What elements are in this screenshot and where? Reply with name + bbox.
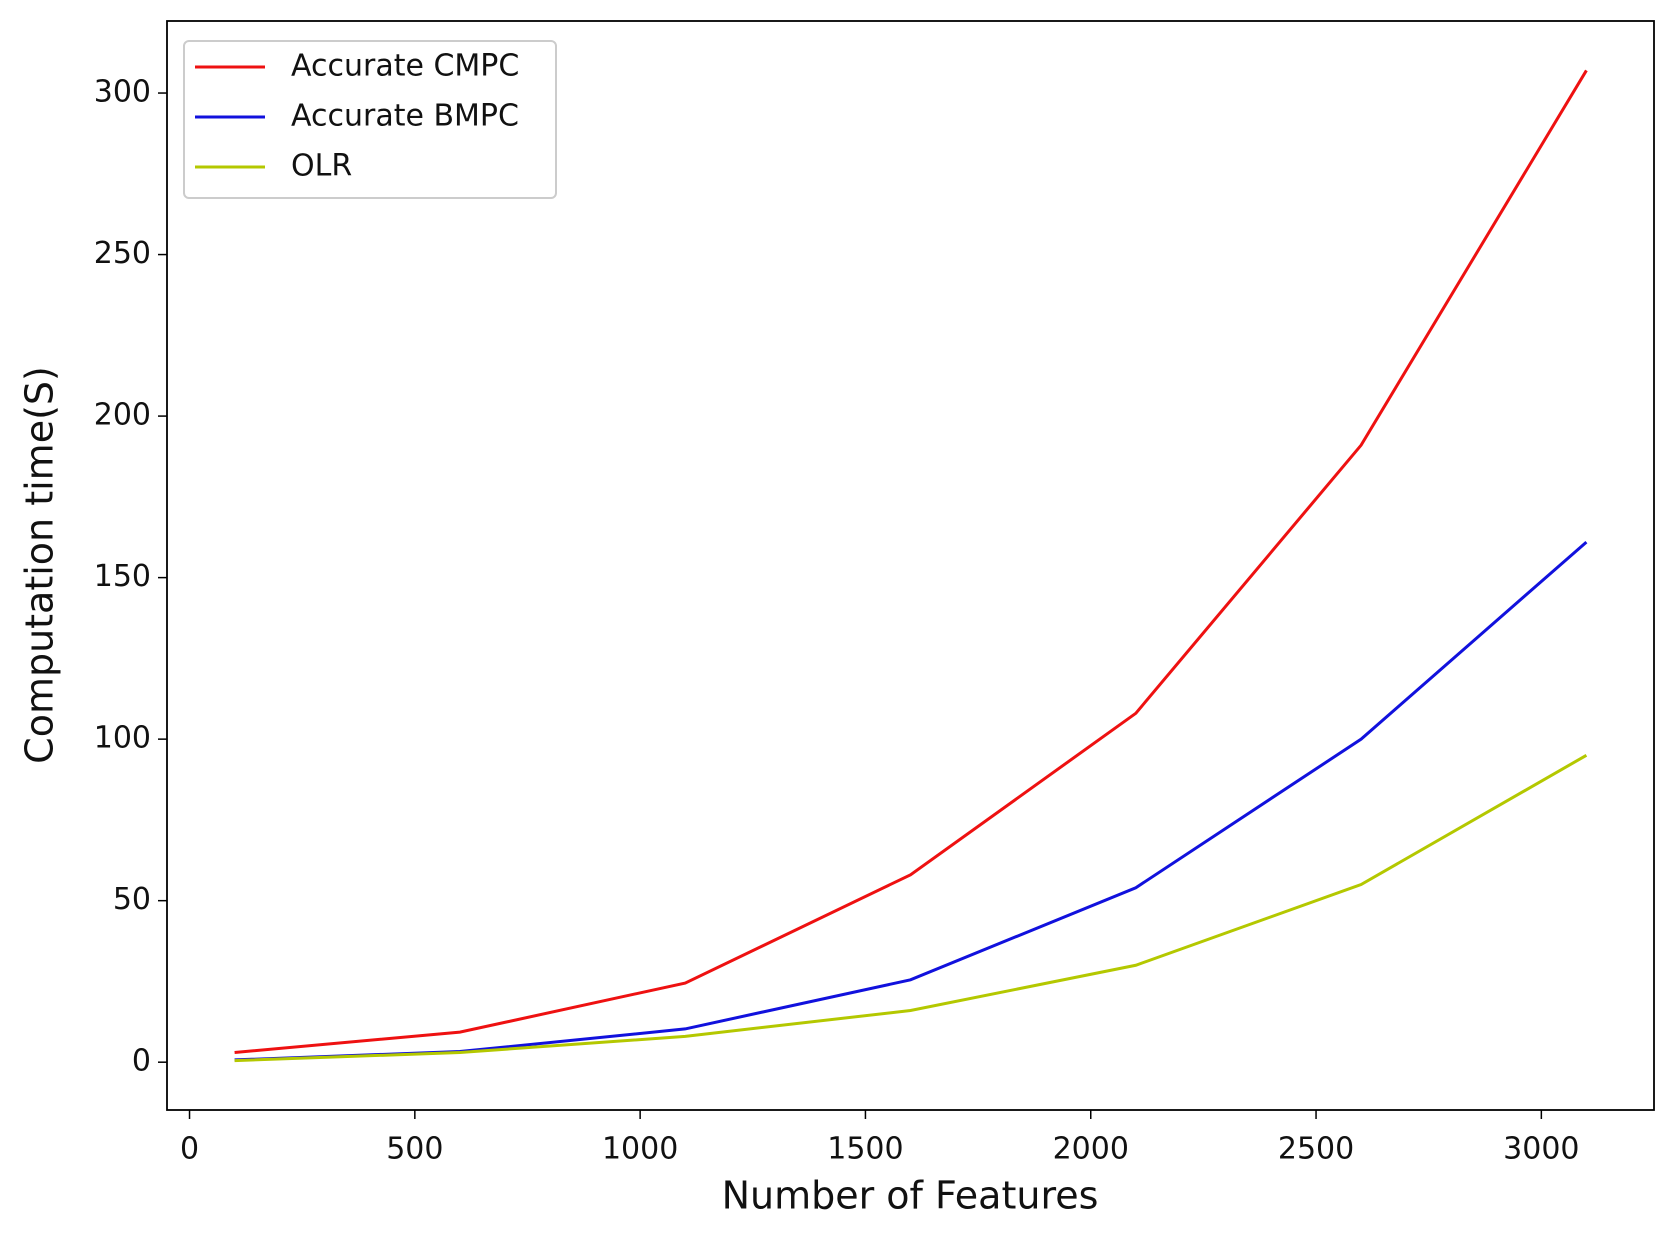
- y-tick-label: 0: [132, 1044, 151, 1079]
- x-tick-label: 2000: [1053, 1132, 1129, 1167]
- legend-label: Accurate CMPC: [291, 49, 519, 84]
- x-tick-label: 1000: [602, 1132, 678, 1167]
- y-tick-label: 50: [113, 882, 151, 917]
- x-tick-label: 1500: [827, 1132, 903, 1167]
- y-tick-label: 200: [94, 398, 151, 433]
- series-line: [234, 69, 1588, 1054]
- plot-frame: [166, 20, 1655, 1111]
- y-axis-label: Computation time(S): [18, 366, 62, 764]
- series-line: [234, 753, 1588, 1063]
- legend-label: OLR: [291, 149, 352, 184]
- y-tick-label: 300: [94, 75, 151, 110]
- x-tick-label: 3000: [1503, 1132, 1579, 1167]
- x-tick-label: 500: [386, 1132, 443, 1167]
- y-tick-label: 150: [94, 559, 151, 594]
- x-axis-label: Number of Features: [722, 1174, 1099, 1218]
- y-tick-label: 100: [94, 721, 151, 756]
- legend-box: [183, 40, 557, 199]
- x-tick-label: 2500: [1278, 1132, 1354, 1167]
- y-tick-label: 250: [94, 236, 151, 271]
- x-tick-label: 0: [180, 1132, 199, 1167]
- legend-label: Accurate BMPC: [291, 99, 519, 134]
- series-line: [234, 540, 1588, 1062]
